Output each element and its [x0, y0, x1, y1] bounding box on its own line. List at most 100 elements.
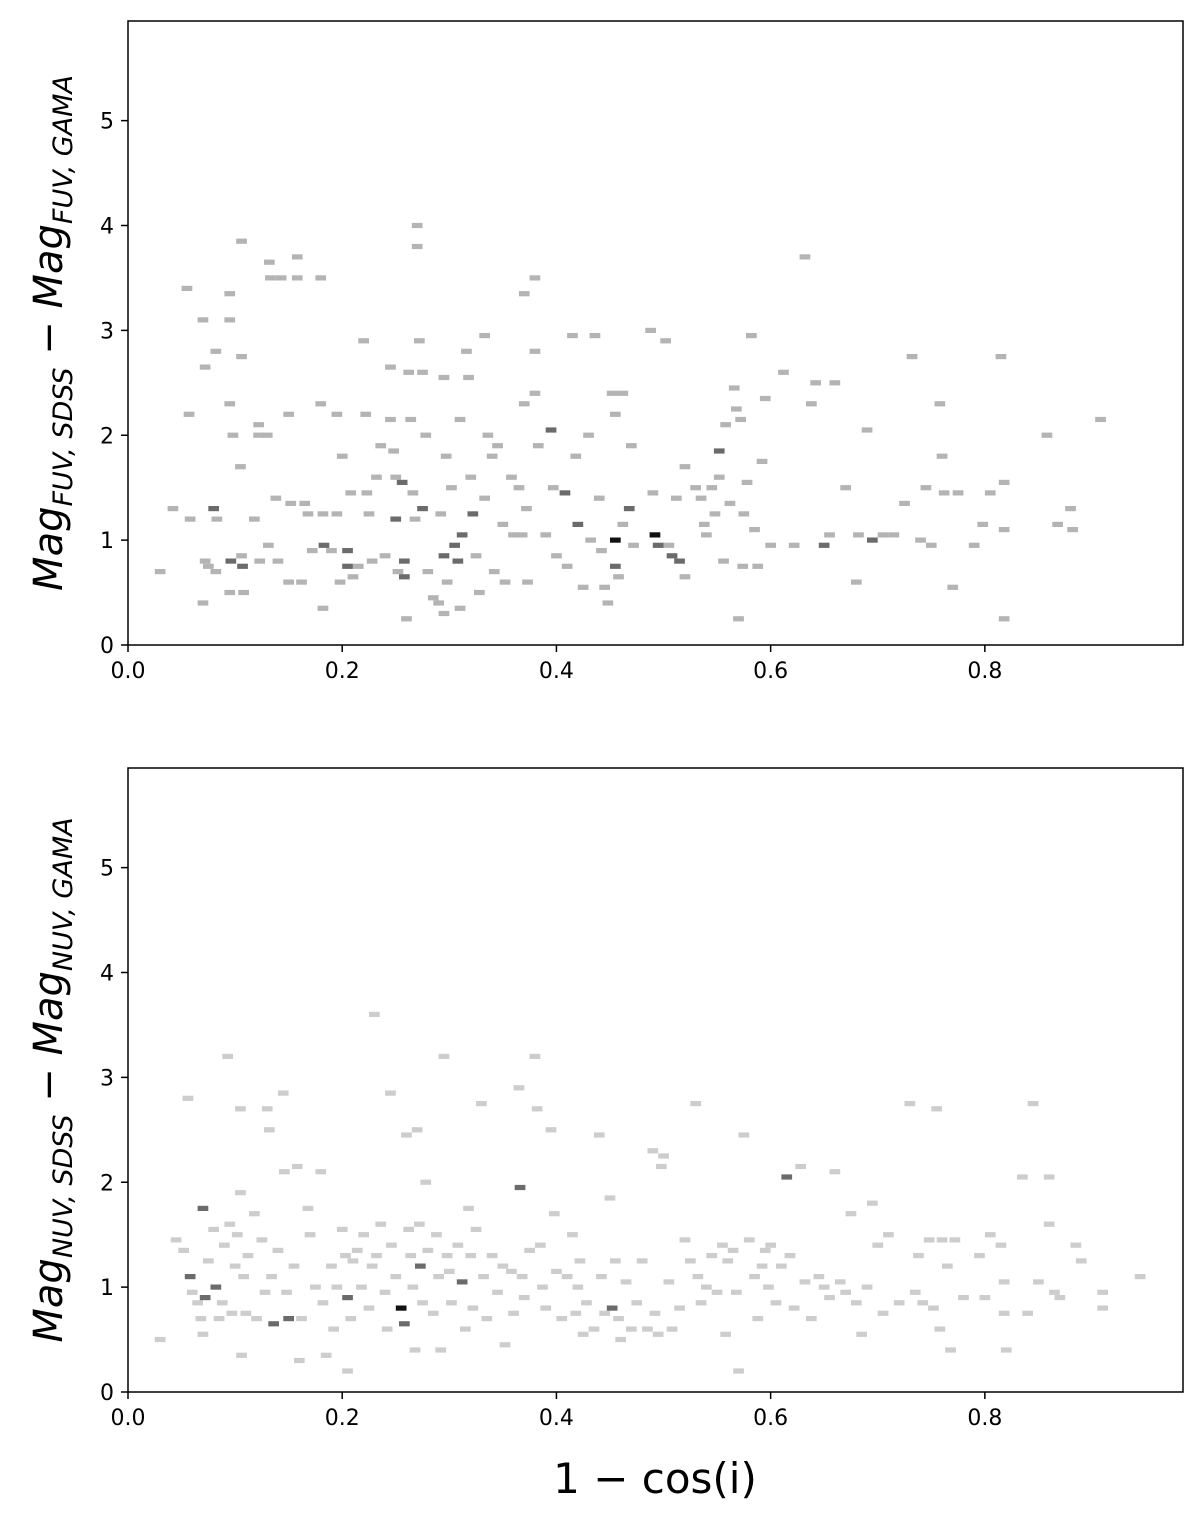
histogram-cell: [1134, 1274, 1146, 1280]
histogram-cell: [840, 1289, 851, 1295]
histogram-cell: [465, 1253, 477, 1259]
histogram-cell: [237, 563, 248, 569]
histogram-cell: [224, 291, 236, 297]
histogram-cell: [551, 553, 562, 559]
histogram-cell: [366, 558, 378, 564]
histogram-cell: [203, 563, 214, 569]
histogram-cell: [945, 1347, 956, 1353]
histogram-cell: [516, 532, 528, 538]
histogram-cell: [660, 338, 671, 344]
histogram-cell: [770, 1300, 782, 1306]
histogram-cell: [238, 589, 249, 596]
histogram-cell: [934, 1326, 946, 1332]
histogram-cell: [524, 1247, 535, 1253]
histogram-cell: [936, 1237, 948, 1243]
histogram-cell: [593, 495, 605, 501]
histogram-cell: [690, 485, 701, 491]
histogram-cell: [379, 553, 391, 559]
histogram-cell: [663, 542, 675, 548]
histogram-cell: [226, 1310, 238, 1316]
histogram-cell: [479, 495, 490, 501]
histogram-cell: [561, 1274, 573, 1280]
histogram-cell: [679, 464, 691, 470]
histogram-cell: [197, 1205, 209, 1211]
histogram-cell: [488, 569, 500, 575]
histogram-cell: [529, 1053, 541, 1059]
histogram-cell: [317, 1300, 329, 1306]
histogram-cell: [899, 500, 910, 506]
histogram-cell: [170, 1237, 182, 1243]
histogram-cell: [674, 558, 685, 564]
histogram-cell: [647, 1148, 659, 1154]
histogram-cell: [652, 1331, 664, 1337]
x-tick-label: 0.8: [967, 1406, 1002, 1431]
histogram-cell: [249, 1211, 260, 1217]
histogram-cell: [229, 1263, 241, 1269]
histogram-cell: [695, 1300, 707, 1306]
histogram-cell: [756, 458, 768, 464]
histogram-cell: [756, 1263, 768, 1269]
histogram-cell: [199, 558, 211, 564]
histogram-cell: [1065, 506, 1076, 512]
histogram-cell: [547, 485, 559, 491]
histogram-cell: [532, 443, 544, 449]
x-tick-label: 0.2: [325, 1406, 360, 1431]
histogram-cell: [529, 348, 541, 354]
histogram-cell: [291, 254, 303, 260]
histogram-cell: [253, 422, 264, 428]
histogram-cell: [449, 542, 460, 548]
histogram-cell: [626, 443, 637, 449]
histogram-cell: [261, 432, 273, 438]
histogram-cell: [461, 348, 472, 354]
histogram-cell: [363, 511, 375, 517]
y-tick-label: 1: [100, 529, 114, 554]
histogram-cell: [1095, 416, 1106, 423]
histogram-cell: [210, 569, 222, 575]
histogram-cell: [759, 395, 771, 402]
y-axis-ticks-bottom: 0 1 2 3 4 5: [100, 857, 128, 1406]
histogram-cell: [420, 432, 432, 438]
histogram-cell: [508, 1310, 519, 1316]
histogram-cell: [366, 1263, 378, 1269]
histogram-cell: [356, 1284, 367, 1290]
histogram-cell: [492, 443, 503, 449]
histogram-cell: [1049, 1289, 1060, 1295]
histogram-cell: [784, 1253, 796, 1259]
histogram-cell: [824, 1295, 835, 1301]
y-tick-label: 2: [100, 424, 114, 449]
histogram-cell: [851, 1300, 862, 1306]
histogram-cell: [893, 1300, 905, 1306]
histogram-cell: [182, 1095, 194, 1101]
histogram-cell: [995, 354, 1007, 360]
x-axis-ticks-bottom: 0.0 0.2 0.4 0.6 0.8: [111, 1392, 1002, 1431]
histogram-cell: [938, 490, 950, 496]
histogram-cell: [925, 542, 937, 548]
histogram-cell: [361, 490, 373, 496]
histogram-cell: [479, 333, 490, 339]
histogram-cell: [347, 1258, 359, 1264]
histogram-cell: [288, 1263, 300, 1269]
histogram-cell: [888, 532, 900, 538]
histogram-cell: [492, 1289, 503, 1295]
histogram-cell: [192, 1300, 203, 1306]
histogram-cell: [949, 1237, 961, 1243]
histogram-cell: [403, 1226, 414, 1232]
histogram-cell: [799, 1279, 811, 1285]
histogram-cell: [264, 259, 275, 265]
histogram-cell: [974, 1253, 985, 1259]
histogram-cell: [371, 474, 382, 480]
histogram-cell: [749, 1274, 760, 1280]
histogram-cell: [411, 243, 423, 250]
histogram-cell: [615, 1336, 626, 1343]
y-tick-label: 1: [100, 1276, 114, 1301]
histogram-cell: [435, 511, 447, 517]
histogram-cell: [154, 1336, 166, 1343]
histogram-cell: [692, 1274, 704, 1280]
histogram-cell: [776, 1263, 787, 1269]
histogram-cell: [342, 1368, 353, 1374]
histogram-cell: [360, 411, 372, 417]
histogram-cell: [690, 1101, 701, 1107]
histogram-cell: [799, 254, 811, 260]
histogram-cell: [242, 1253, 254, 1259]
histogram-cell: [358, 1232, 369, 1238]
